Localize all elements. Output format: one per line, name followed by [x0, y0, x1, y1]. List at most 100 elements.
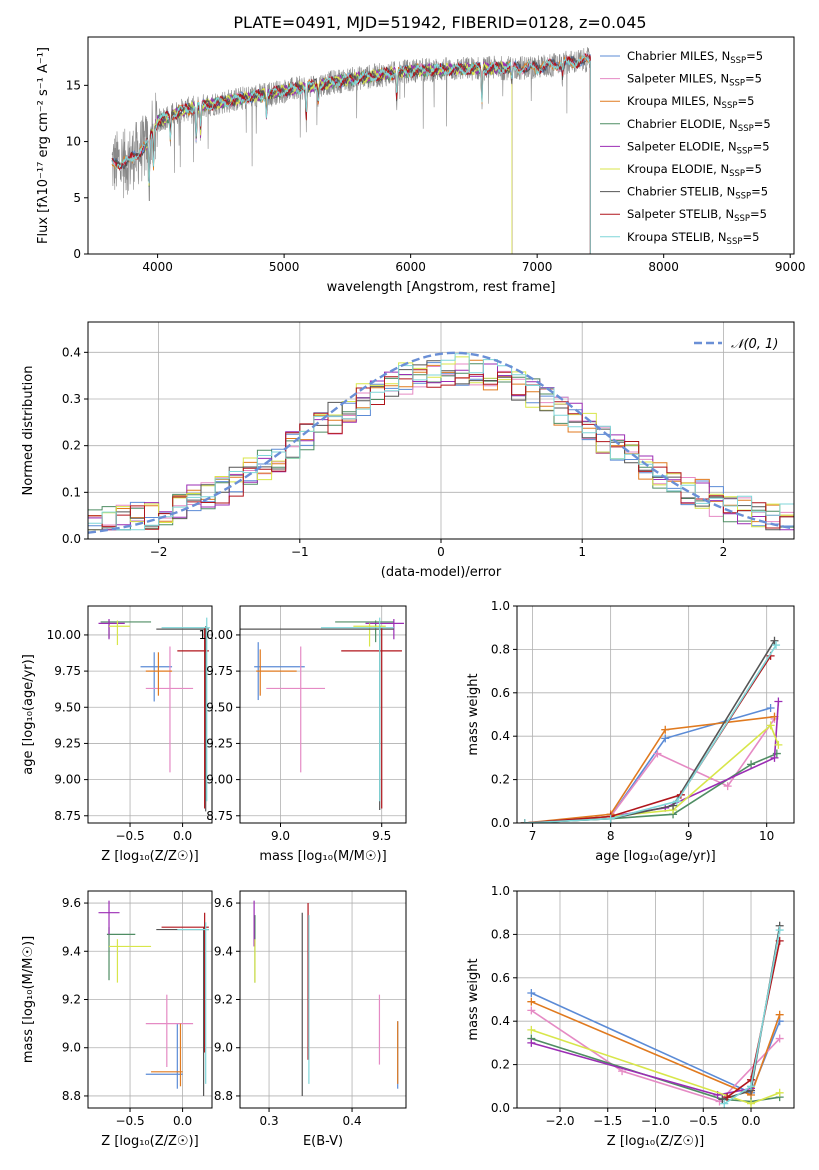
point-salpeter-elodie [98, 619, 125, 640]
marker-salpeter-elodie [770, 753, 779, 762]
x-tick-label: 9000 [775, 260, 806, 274]
x-tick-label: 4000 [142, 260, 173, 274]
point-chabrier-stelib [240, 626, 394, 810]
x-axis-label: wavelength [Angstrom, rest frame] [327, 280, 556, 295]
legend-label-chabrier-stelib: Chabrier STELIB, NSSP=5 [627, 185, 768, 202]
point-kroupa-elodie [109, 939, 152, 983]
plot-area-age_vs_mass [240, 617, 404, 810]
legend: Chabrier MILES, NSSP=5 Salpeter MILES, NS… [600, 49, 771, 247]
y-tick-label: 0.2 [491, 1058, 510, 1072]
y-tick-label: 9.50 [206, 700, 233, 714]
x-axis-label: (data-model)/error [381, 565, 502, 580]
line-salpeter-miles [524, 718, 776, 823]
marker-chabrier-miles [766, 703, 775, 712]
x-axis-label: Z [log₁₀(Z/Z☉)] [607, 1134, 704, 1149]
x-tick-label: −0.5 [689, 1114, 718, 1128]
point-kroupa-stelib [320, 617, 394, 802]
y-tick-label: 9.4 [62, 944, 81, 958]
model-line-kroupa-stelib [111, 54, 591, 254]
point-chabrier-elodie [106, 927, 136, 981]
gaussian-curve [88, 351, 794, 534]
point-chabrier-stelib [156, 626, 209, 812]
point-salpeter-stelib [161, 912, 209, 1053]
x-axis-label: age [log₁₀(age/yr)] [595, 849, 716, 864]
legend-label-kroupa-miles: Kroupa MILES, NSSP=5 [627, 94, 754, 111]
marker-kroupa-stelib [775, 926, 784, 935]
y-tick-label: 0.0 [62, 532, 81, 546]
point-kroupa-elodie [109, 620, 131, 646]
y-tick-label: 8.8 [214, 1089, 233, 1103]
plot-area-age_vs_Z [98, 617, 210, 812]
marker-kroupa-elodie [527, 1025, 536, 1034]
y-tick-label: 9.25 [206, 736, 233, 750]
point-kroupa-miles [145, 652, 173, 696]
marker-salpeter-elodie [527, 1038, 536, 1047]
marker-kroupa-stelib [606, 814, 615, 823]
histogram-kroupa-stelib [88, 353, 794, 531]
panel-mass_weight_vs_Z: −2.0 −1.5 −1.0 −0.5 0.0 0.0 0.2 0.4 0.6 0.8 1.0 Z [… [466, 884, 795, 1149]
point-kroupa-miles [256, 649, 297, 696]
plot-area-mass_vs_Z [98, 900, 209, 1096]
y-tick-label: 8.8 [62, 1089, 81, 1103]
y-tick-label: 9.6 [214, 896, 233, 910]
panel-mass_vs_Z: −0.5 0.0 8.8 9.0 9.2 9.4 9.6 Z [log₁₀(Z/Z☉)] mas… [21, 890, 213, 1149]
y-tick-label: 0.2 [62, 439, 81, 453]
point-kroupa-stelib [161, 617, 210, 802]
point-salpeter-stelib [177, 627, 209, 809]
legend-label-chabrier-elodie: Chabrier ELODIE, NSSP=5 [627, 117, 771, 134]
y-tick-label: 9.2 [62, 993, 81, 1007]
y-tick-label: 8.75 [54, 809, 81, 823]
panel-spectrum: 4000 5000 6000 7000 8000 9000 0 5 10 15 wavelength… [36, 36, 806, 295]
point-chabrier-miles [140, 652, 173, 702]
marker-kroupa-stelib [747, 1082, 756, 1091]
marker-kroupa-stelib [672, 797, 681, 806]
y-tick-label: 5 [73, 191, 81, 205]
y-tick-label: 1.0 [491, 599, 510, 613]
marker-kroupa-elodie [766, 721, 775, 730]
marker-salpeter-miles [775, 1034, 784, 1043]
x-tick-label: 7000 [522, 260, 553, 274]
y-tick-label: 0.6 [491, 686, 510, 700]
line-kroupa-stelib [524, 644, 777, 823]
point-salpeter-miles [145, 994, 194, 1068]
y-tick-label: 0.1 [62, 485, 81, 499]
line-salpeter-stelib [524, 655, 772, 823]
marker-chabrier-miles [661, 734, 670, 743]
y-tick-label: 9.25 [54, 736, 81, 750]
x-axis-label: E(B-V) [303, 1134, 343, 1149]
panel-age_vs_Z: −0.5 0.0 8.75 9.00 9.25 9.50 9.75 10.00 Z [log₁₀… [21, 605, 213, 864]
y-axis-label: age [log₁₀(age/yr)] [21, 654, 36, 775]
axes-frame [239, 605, 407, 824]
x-tick-label: −0.5 [115, 1114, 144, 1128]
plot-area-mass_weight_vs_Z [527, 921, 784, 1108]
marker-salpeter-elodie [774, 697, 783, 706]
line-salpeter-miles [530, 1009, 781, 1103]
y-tick-label: 10.00 [199, 628, 233, 642]
y-tick-label: 10 [66, 135, 81, 149]
marker-kroupa-stelib [772, 641, 781, 650]
y-tick-label: 9.50 [54, 700, 81, 714]
y-tick-label: 0.4 [491, 1014, 510, 1028]
marker-kroupa-miles [661, 725, 670, 734]
x-tick-label: −1.0 [641, 1114, 670, 1128]
marker-salpeter-stelib [723, 1093, 732, 1102]
y-tick-label: 9.00 [54, 773, 81, 787]
y-tick-label: 15 [66, 78, 81, 92]
point-salpeter-elodie [98, 900, 120, 935]
plot-area-spectrum [111, 46, 591, 254]
marker-chabrier-elodie [747, 760, 756, 769]
x-tick-label: 8000 [648, 260, 679, 274]
marker-salpeter-miles [723, 782, 732, 791]
y-axis-label: Normed distribution [21, 366, 36, 496]
y-tick-label: 9.75 [54, 664, 81, 678]
y-axis-label: Flux [fλ10⁻¹⁷ erg cm⁻² s⁻¹ A⁻¹] [36, 47, 51, 244]
x-axis-label: Z [log₁₀(Z/Z☉)] [101, 1134, 198, 1149]
y-tick-label: 10.00 [47, 628, 81, 642]
point-chabrier-miles [145, 1023, 183, 1089]
marker-kroupa-elodie [774, 740, 783, 749]
x-axis-label: mass [log₁₀(M/M☉)] [259, 849, 386, 864]
x-tick-label: 5000 [269, 260, 300, 274]
marker-kroupa-stelib [520, 819, 529, 823]
legend: 𝒩(0, 1) [694, 337, 778, 352]
y-tick-label: 0.8 [491, 927, 510, 941]
